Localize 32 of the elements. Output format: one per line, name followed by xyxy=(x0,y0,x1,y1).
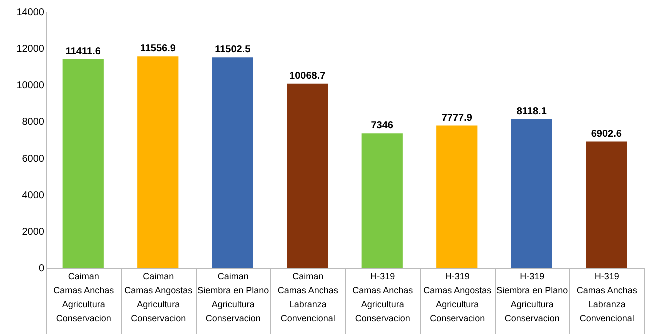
y-tick-label: 4000 xyxy=(22,190,45,202)
x-tick-label: Caiman Siembra en Plano Agricultura Conservacion xyxy=(198,272,270,324)
x-tick-label: H-319 Camas Anchas Labranza Convencional xyxy=(576,272,638,324)
bar xyxy=(436,126,478,268)
data-label: 11502.5 xyxy=(215,44,252,56)
bar xyxy=(362,134,403,268)
x-tick-label: Caiman Camas Angostas Agricultura Conservacion xyxy=(124,272,194,324)
y-tick-label: 10000 xyxy=(16,80,45,92)
x-tick-label: Caiman Camas Anchas Labranza Convencional xyxy=(278,272,339,324)
y-tick-label: 14000 xyxy=(16,8,45,18)
y-tick-label: 6000 xyxy=(22,154,45,165)
x-tick-label: H-319 Siembra en Plano Agricultura Conservacion xyxy=(496,272,568,324)
bar xyxy=(62,59,104,268)
x-tick-label: H-319 Camas Angostas Agricultura Conservacion xyxy=(424,272,492,324)
y-tick-label: 12000 xyxy=(16,44,45,56)
y-tick-label: 8000 xyxy=(22,117,45,128)
y-tick-label: 2000 xyxy=(22,226,45,238)
data-label: 11411.6 xyxy=(66,46,102,58)
bar xyxy=(287,84,328,268)
x-tick-label: H-319 Camas Anchas Agricultura Conservacion xyxy=(352,272,414,324)
data-label: 7777.9 xyxy=(442,112,473,124)
bar xyxy=(212,58,254,268)
y-tick-label: 0 xyxy=(38,264,45,274)
x-tick-label: Caiman Camas Anchas Agricultura Conservacion xyxy=(54,272,115,324)
bar xyxy=(586,142,628,268)
data-label: 7346 xyxy=(371,120,394,132)
bar xyxy=(511,120,552,268)
bar xyxy=(138,56,179,268)
data-label: 8118.1 xyxy=(516,106,548,118)
data-label: 11556.9 xyxy=(140,44,176,55)
data-label: 6902.6 xyxy=(591,128,622,140)
data-label: 10068.7 xyxy=(290,70,326,82)
